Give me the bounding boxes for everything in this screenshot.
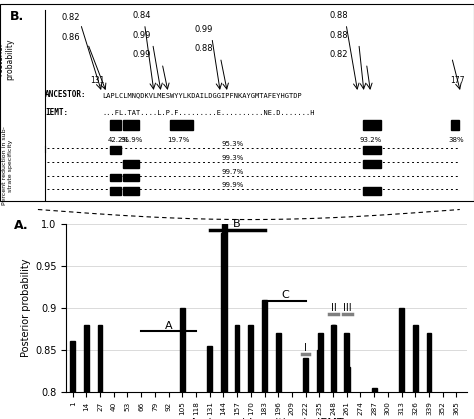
Text: 0.99: 0.99 (194, 25, 213, 34)
Text: 99.3%: 99.3% (221, 155, 244, 161)
Text: 95.3%: 95.3% (221, 141, 243, 147)
Text: B.: B. (9, 10, 24, 23)
Text: 99.7%: 99.7% (221, 168, 244, 175)
Text: 0.86: 0.86 (62, 33, 80, 41)
Text: B: B (233, 219, 241, 229)
Bar (248, 325, 253, 392)
Bar (346, 367, 350, 392)
Text: 42.2%: 42.2% (108, 137, 130, 143)
Text: 0.88: 0.88 (329, 11, 348, 20)
Text: C: C (281, 290, 289, 300)
Text: I: I (304, 343, 307, 353)
Bar (110, 173, 121, 181)
Text: 0.88: 0.88 (329, 31, 348, 40)
Text: II: II (331, 303, 337, 313)
X-axis label: Amino acid position in IEMT: Amino acid position in IEMT (190, 418, 344, 419)
Text: 38%: 38% (448, 137, 464, 143)
Text: LAPLCLMNQDKVLMESWYYLKDAILDGGIPFNKAYGMTAFEYHGTDP: LAPLCLMNQDKVLMESWYYLKDAILDGGIPFNKAYGMTAF… (102, 92, 301, 98)
Text: 0.82: 0.82 (329, 50, 348, 59)
Bar (303, 358, 308, 392)
Text: Percent reduction in sub-
strate specificity: Percent reduction in sub- strate specifi… (2, 126, 12, 205)
Text: ...FL.TAT....L.P.F.........E..........NE.D.......H: ...FL.TAT....L.P.F.........E..........NE… (102, 109, 314, 116)
Text: III: III (343, 303, 352, 313)
Text: 99.9%: 99.9% (221, 182, 244, 188)
Text: Posterior
probability: Posterior probability (0, 39, 14, 80)
Bar (331, 325, 336, 392)
Bar (123, 173, 139, 181)
Bar (363, 146, 381, 154)
Bar (344, 333, 349, 392)
Text: A.: A. (14, 219, 29, 232)
Text: A: A (165, 321, 173, 331)
Bar (180, 308, 185, 392)
Bar (399, 308, 404, 392)
Text: 0.82: 0.82 (62, 13, 80, 22)
Text: 93.2%: 93.2% (360, 137, 382, 143)
Bar (363, 160, 381, 168)
Bar (427, 333, 431, 392)
Text: 0.88: 0.88 (194, 44, 213, 54)
Bar (372, 388, 376, 392)
Bar (110, 146, 121, 154)
Bar (98, 325, 102, 392)
Text: 91.9%: 91.9% (120, 137, 143, 143)
Bar (413, 325, 418, 392)
Text: 0.99: 0.99 (133, 50, 151, 59)
Bar (123, 187, 139, 195)
Text: IEMT:: IEMT: (45, 108, 68, 117)
Text: 19.7%: 19.7% (167, 137, 189, 143)
Bar (110, 187, 121, 195)
Bar (110, 120, 121, 130)
Bar (221, 233, 226, 392)
Y-axis label: Posterior probability: Posterior probability (21, 259, 31, 357)
Bar (363, 187, 381, 195)
Bar (84, 325, 89, 392)
Text: 0.99: 0.99 (133, 31, 151, 40)
Bar (222, 224, 227, 392)
Text: ANCESTOR:: ANCESTOR: (45, 90, 87, 99)
Bar (317, 350, 322, 392)
Bar (123, 160, 139, 168)
Text: 177: 177 (450, 76, 465, 85)
Bar (123, 120, 139, 130)
Bar (207, 346, 212, 392)
Bar (262, 300, 267, 392)
Text: 0.84: 0.84 (133, 11, 151, 20)
Bar (332, 325, 337, 392)
Bar (363, 120, 381, 130)
Bar (235, 325, 239, 392)
Text: 131: 131 (90, 76, 104, 85)
Bar (318, 333, 323, 392)
Bar (170, 120, 193, 130)
Bar (70, 341, 75, 392)
Bar (276, 333, 281, 392)
Bar (451, 120, 459, 130)
